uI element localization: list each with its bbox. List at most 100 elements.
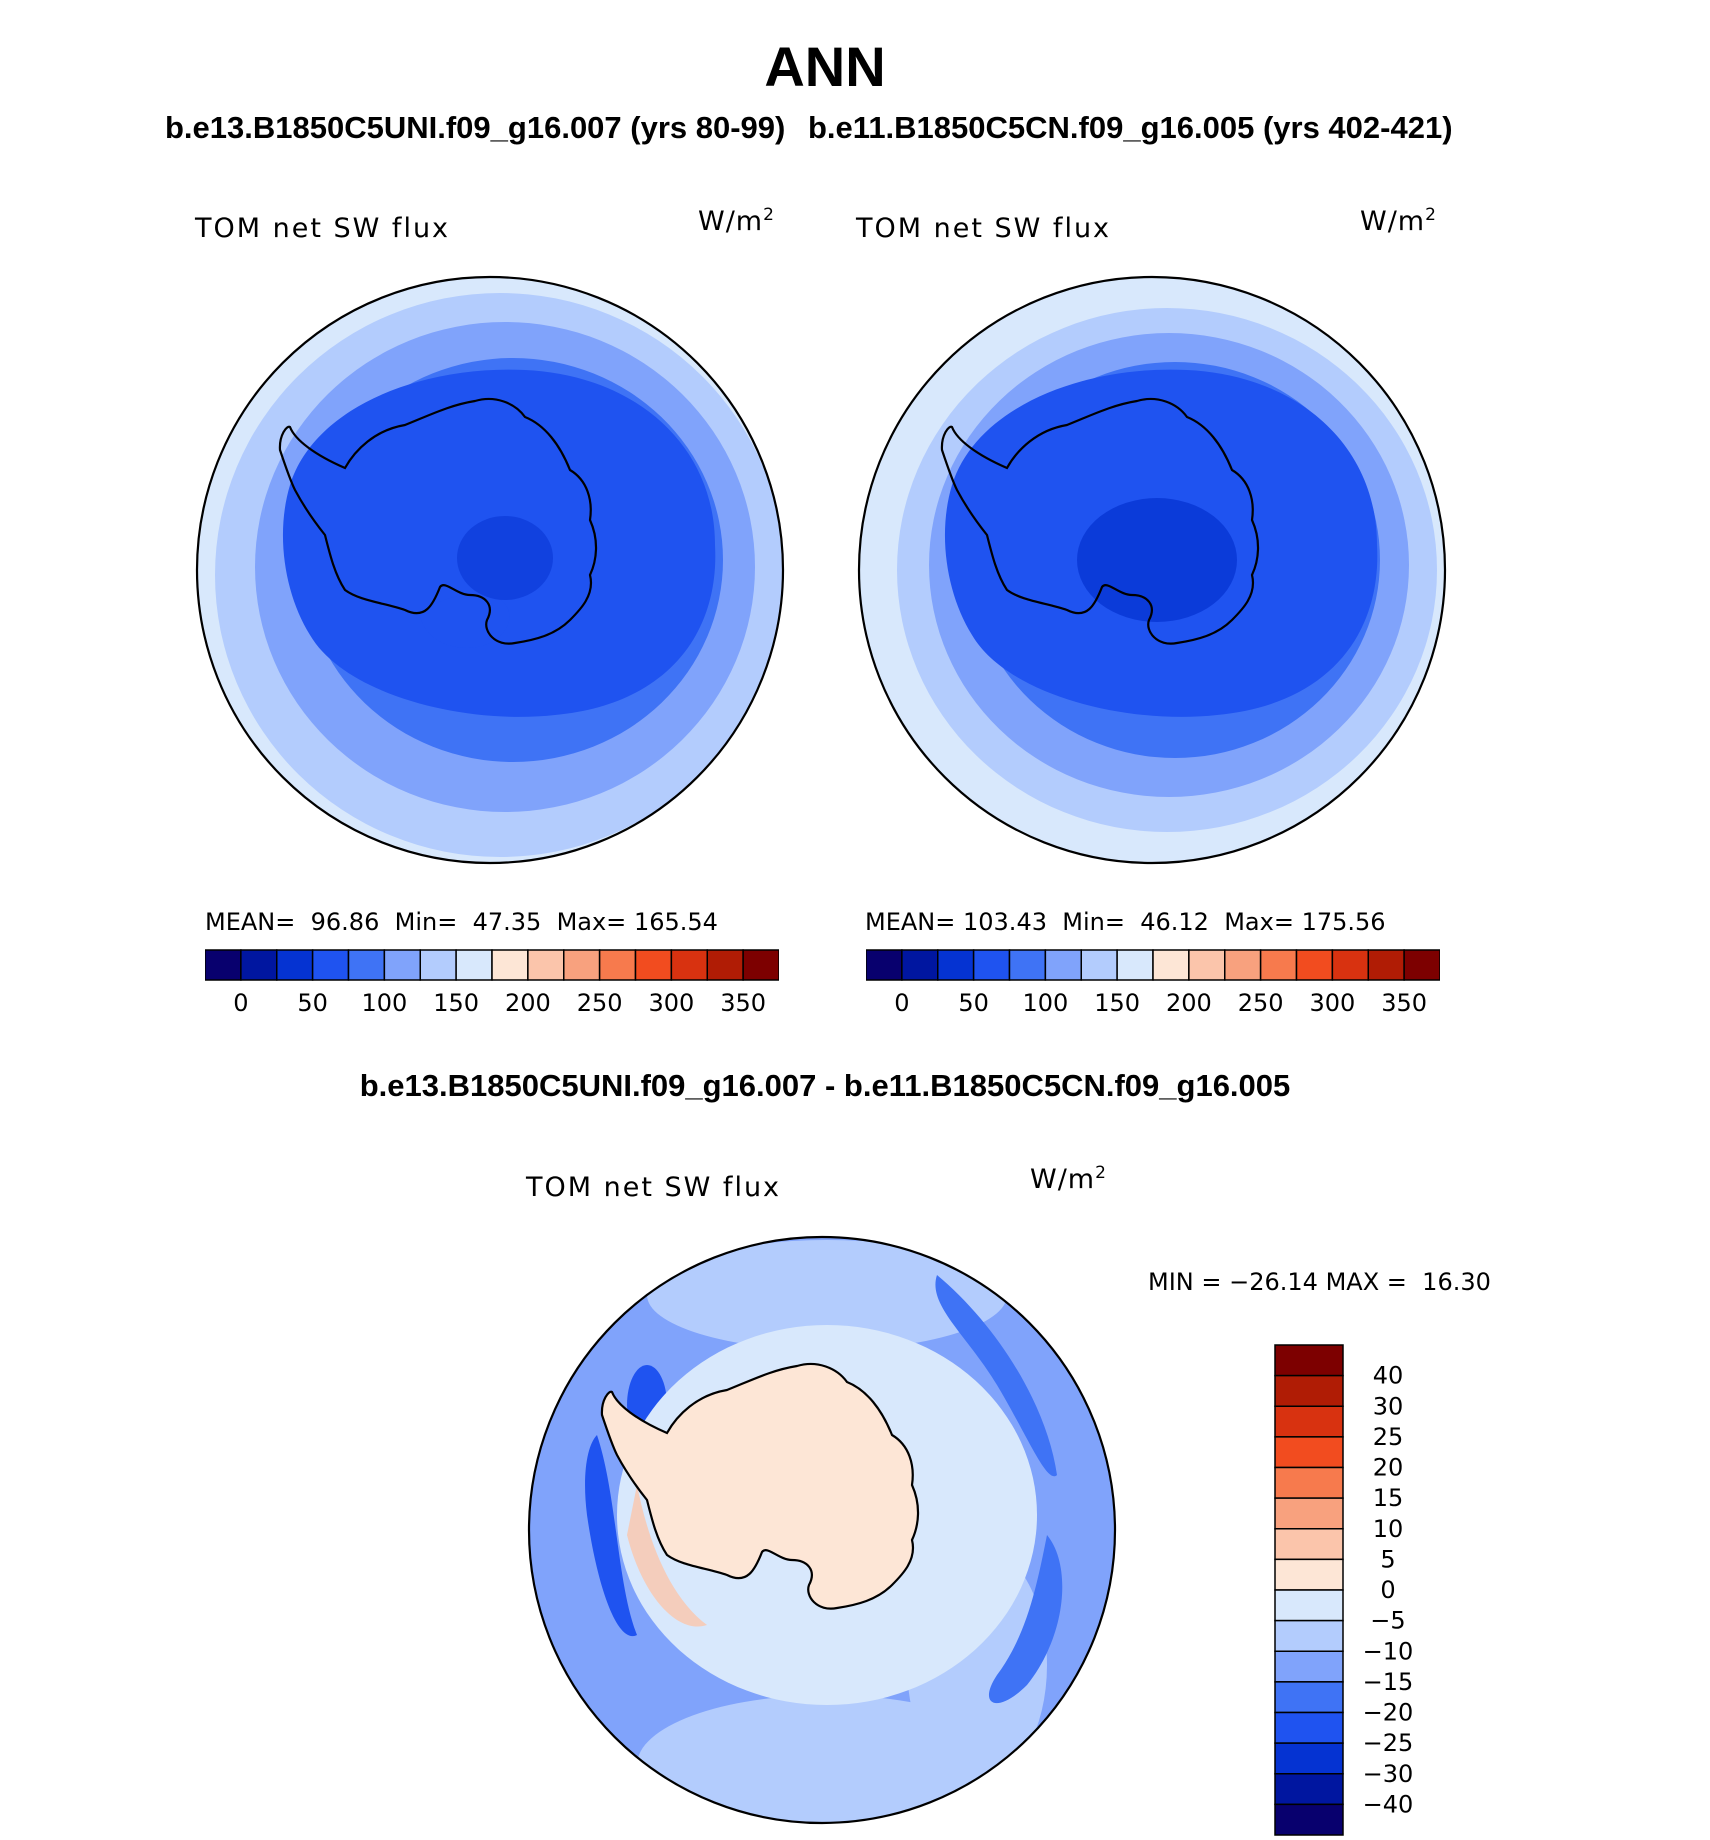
- colorbar-tick-label: 0: [894, 989, 909, 1017]
- colorbar-swatch: [1274, 1466, 1344, 1499]
- colorbar-swatch: [1274, 1711, 1344, 1744]
- colorbar-tick-label: 30: [1373, 1392, 1404, 1420]
- panel3-units: W/m2: [1030, 1163, 1107, 1195]
- colorbar-tick-label: 200: [505, 989, 551, 1017]
- colorbar-swatch: [1080, 949, 1118, 981]
- map-border: [857, 275, 1447, 865]
- colorbar-swatch: [527, 949, 565, 981]
- map-fill-level: [585, 1435, 637, 1637]
- colorbar-swatch: [1274, 1619, 1344, 1652]
- antarctica-coastline: [600, 1362, 920, 1610]
- panel3-field-label: TOM net SW flux: [526, 1172, 782, 1203]
- colorbar-swatch: [1295, 949, 1334, 981]
- colorbar-tick-label: 50: [297, 989, 328, 1017]
- diff-title: b.e13.B1850C5UNI.f09_g16.007 - b.e11.B18…: [359, 1068, 1291, 1103]
- map-fill-level: [457, 516, 553, 600]
- colorbar-swatch: [1274, 1742, 1344, 1775]
- colorbar-tick-label: 250: [1238, 989, 1284, 1017]
- colorbar-tick-label: 10: [1373, 1515, 1404, 1543]
- colorbar-swatch: [1274, 1558, 1344, 1591]
- antarctica-coastline: [278, 397, 598, 645]
- colorbar-tick-label: 25: [1373, 1423, 1404, 1451]
- colorbar-swatch: [598, 949, 637, 981]
- map-border: [195, 275, 785, 865]
- panel1-colorbar: [205, 949, 779, 981]
- panel2-colorbar-ticks: 0 50 100 150 200 250 300 350: [894, 989, 1427, 1017]
- colorbar-tick-label: −30: [1363, 1760, 1414, 1788]
- colorbar-swatch: [1116, 949, 1154, 981]
- colorbar-swatch: [937, 949, 975, 981]
- colorbar-swatch: [1403, 949, 1440, 981]
- colorbar-swatch: [1274, 1405, 1344, 1438]
- map-fill-level: [935, 1275, 1057, 1477]
- colorbar-tick-label: 350: [720, 989, 766, 1017]
- map-fill-level: [420, 595, 510, 648]
- colorbar-swatch: [383, 949, 421, 981]
- colorbar-tick-label: 150: [433, 989, 479, 1017]
- colorbar-swatch: [1274, 1436, 1344, 1469]
- colorbar-tick-label: 300: [1309, 989, 1355, 1017]
- colorbar-swatch: [1044, 949, 1082, 981]
- case2-title: b.e11.B1850C5CN.f09_g16.005 (yrs 402-421…: [808, 110, 1453, 145]
- colorbar-swatch: [1008, 949, 1047, 981]
- colorbar-swatch: [563, 949, 601, 981]
- colorbar-tick-label: 0: [1380, 1576, 1395, 1604]
- colorbar-tick-label: −20: [1363, 1699, 1414, 1727]
- colorbar-tick-label: 15: [1373, 1484, 1404, 1512]
- colorbar-tick-label: 100: [1022, 989, 1068, 1017]
- colorbar-tick-label: −15: [1363, 1668, 1414, 1696]
- colorbar-tick-label: 350: [1381, 989, 1427, 1017]
- colorbar-tick-label: −25: [1363, 1729, 1414, 1757]
- colorbar-swatch: [670, 949, 708, 981]
- colorbar-tick-label: 100: [361, 989, 407, 1017]
- colorbar-swatch: [276, 949, 314, 981]
- colorbar-tick-label: 150: [1094, 989, 1140, 1017]
- panel1-stats: MEAN= 96.86 Min= 47.35 Max= 165.54: [205, 908, 718, 936]
- colorbar-swatch: [1259, 949, 1298, 981]
- colorbar-swatch: [205, 949, 242, 981]
- colorbar-swatch: [1224, 949, 1262, 981]
- colorbar-swatch: [706, 949, 744, 981]
- colorbar-swatch: [455, 949, 493, 981]
- colorbar-swatch: [1274, 1803, 1344, 1836]
- panel2-field-label: TOM net SW flux: [856, 213, 1112, 244]
- colorbar-tick-label: 40: [1373, 1362, 1404, 1390]
- colorbar-tick-label: 0: [233, 989, 248, 1017]
- colorbar-swatch: [311, 949, 350, 981]
- map-fill-level: [627, 1485, 707, 1627]
- colorbar-tick-label: 5: [1380, 1545, 1395, 1573]
- panel3-minmax: MIN = −26.14 MAX = 16.30: [1148, 1268, 1491, 1296]
- panel2-units: W/m2: [1360, 205, 1437, 237]
- panel2-colorbar: [866, 949, 1440, 981]
- colorbar-swatch: [1274, 1374, 1344, 1407]
- colorbar-tick-label: 50: [958, 989, 989, 1017]
- panel1-colorbar-ticks: 0 50 100 150 200 250 300 350: [233, 989, 766, 1017]
- main-title: ANN: [764, 35, 886, 98]
- colorbar-swatch: [1274, 1344, 1344, 1377]
- colorbar-swatch: [1188, 949, 1226, 981]
- colorbar-swatch: [347, 949, 386, 981]
- colorbar-swatch: [634, 949, 673, 981]
- colorbar-swatch: [1367, 949, 1405, 981]
- case1-title: b.e13.B1850C5UNI.f09_g16.007 (yrs 80-99): [165, 110, 786, 145]
- colorbar-tick-label: 300: [648, 989, 694, 1017]
- colorbar-tick-label: 20: [1373, 1454, 1404, 1482]
- colorbar-tick-label: −40: [1363, 1790, 1414, 1818]
- antarctica-coastline: [940, 397, 1260, 645]
- colorbar-tick-label: 200: [1166, 989, 1212, 1017]
- map-fill-level: [988, 1535, 1063, 1704]
- panel1-polar-map: [195, 275, 785, 865]
- panel2-polar-map: [857, 275, 1447, 865]
- colorbar-swatch: [1274, 1497, 1344, 1530]
- colorbar-swatch: [866, 949, 903, 981]
- colorbar-swatch: [240, 949, 278, 981]
- panel1-field-label: TOM net SW flux: [195, 213, 451, 244]
- colorbar-swatch: [1274, 1681, 1344, 1714]
- colorbar-swatch: [901, 949, 939, 981]
- colorbar-swatch: [491, 949, 529, 981]
- map-fill-level: [647, 1240, 1007, 1350]
- map-fill-level: [1077, 498, 1237, 622]
- colorbar-swatch: [1274, 1528, 1344, 1561]
- colorbar-tick-label: −10: [1363, 1637, 1414, 1665]
